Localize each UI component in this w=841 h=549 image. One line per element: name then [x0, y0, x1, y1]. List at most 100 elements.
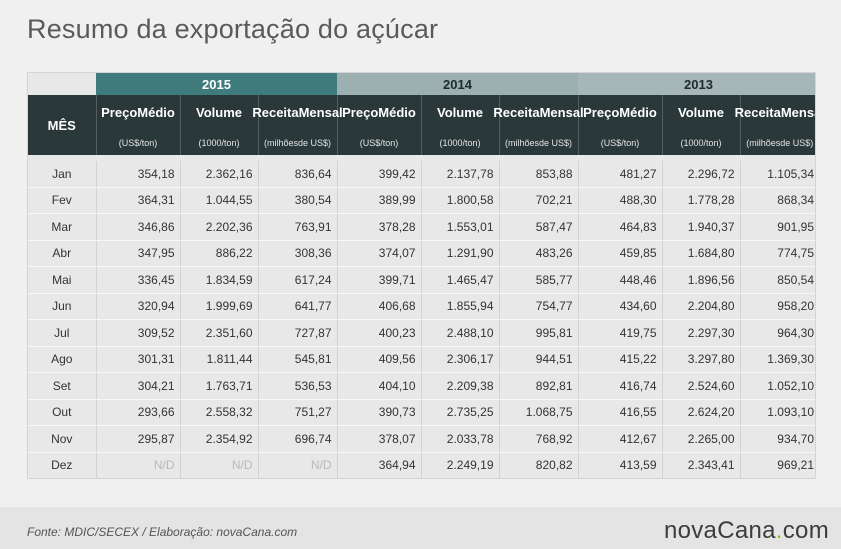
value-cell: 1.855,94 — [420, 293, 499, 320]
footer: Fonte: MDIC/SECEX / Elaboração: novaCana… — [0, 507, 841, 549]
value-cell: 364,31 — [95, 187, 180, 214]
value-cell: 754,77 — [498, 293, 578, 320]
column-label-line2: Mensal — [539, 105, 584, 120]
value-cell: 1.940,37 — [661, 213, 740, 241]
column-label-line2: Mensal — [780, 105, 815, 120]
value-cell: 545,81 — [257, 346, 337, 373]
value-cell: 2.249,19 — [420, 452, 499, 478]
column-header-preco-medio-2014: Preço Médio (US$/ton) — [336, 95, 421, 155]
value-cell: 347,95 — [95, 240, 180, 267]
value-cell: N/D — [179, 452, 258, 478]
value-cell: 774,75 — [739, 240, 815, 267]
value-cell: 587,47 — [498, 213, 578, 241]
column-unit: (milhões de US$) — [259, 131, 337, 155]
value-cell: 1.763,71 — [179, 372, 258, 400]
year-header-blank — [28, 73, 96, 95]
value-cell: 412,67 — [577, 425, 662, 453]
value-cell: 585,77 — [498, 266, 578, 294]
column-unit: (US$/ton) — [338, 131, 421, 155]
table-row: Set 304,21 1.763,71 536,53 404,10 2.209,38 892… — [28, 372, 815, 400]
column-unit: (1000/ton) — [663, 131, 740, 155]
value-cell: 2.362,16 — [179, 161, 258, 188]
month-cell: Dez — [28, 452, 96, 478]
value-cell: 2.137,78 — [420, 161, 499, 188]
value-cell: 2.297,30 — [661, 319, 740, 347]
value-cell: 2.624,20 — [661, 399, 740, 426]
column-unit: (US$/ton) — [579, 131, 662, 155]
value-cell: 390,73 — [336, 399, 421, 426]
source-note: Fonte: MDIC/SECEX / Elaboração: novaCana… — [27, 525, 298, 539]
column-label-line2: Médio — [619, 105, 657, 120]
value-cell: 958,20 — [739, 293, 815, 320]
value-cell: 400,23 — [336, 319, 421, 347]
value-cell: 413,59 — [577, 452, 662, 478]
column-header-volume-2015: Volume (1000/ton) — [179, 95, 258, 155]
year-header-2013: 2013 — [578, 73, 815, 95]
value-cell: 751,27 — [257, 399, 337, 426]
novacana-logo: novaCana.com — [664, 517, 829, 545]
value-cell: 346,86 — [95, 213, 180, 241]
value-cell: 1.105,34 — [739, 161, 815, 188]
value-cell: 2.204,80 — [661, 293, 740, 320]
value-cell: 1.778,28 — [661, 187, 740, 214]
column-label: Preço Médio — [97, 95, 180, 131]
value-cell: 336,45 — [95, 266, 180, 294]
table-row: Jan 354,18 2.362,16 836,64 399,42 2.137,78 853… — [28, 161, 815, 188]
month-cell: Out — [28, 399, 96, 426]
value-cell: 763,91 — [257, 213, 337, 241]
export-summary-table: 2015 2014 2013 MÊS Preço Médio (US$/ton) Vo… — [27, 72, 816, 479]
value-cell: 1.684,80 — [661, 240, 740, 267]
value-cell: 944,51 — [498, 346, 578, 373]
year-header-2014: 2014 — [337, 73, 578, 95]
value-cell: 2.296,72 — [661, 161, 740, 188]
value-cell: 934,70 — [739, 425, 815, 453]
value-cell: 409,56 — [336, 346, 421, 373]
value-cell: 364,94 — [336, 452, 421, 478]
value-cell: 378,07 — [336, 425, 421, 453]
month-cell: Set — [28, 372, 96, 400]
column-label-line2: Mensal — [298, 105, 343, 120]
value-cell: 536,53 — [257, 372, 337, 400]
value-cell: 696,74 — [257, 425, 337, 453]
value-cell: 2.351,60 — [179, 319, 258, 347]
month-cell: Mai — [28, 266, 96, 294]
value-cell: 853,88 — [498, 161, 578, 188]
value-cell: N/D — [95, 452, 180, 478]
table-row: Ago 301,31 1.811,44 545,81 409,56 2.306,17 944… — [28, 346, 815, 373]
value-cell: 404,10 — [336, 372, 421, 400]
value-cell: N/D — [257, 452, 337, 478]
table-row: Jun 320,94 1.999,69 641,77 406,68 1.855,94 754… — [28, 293, 815, 320]
column-unit-line1: (US$/ton) — [118, 137, 158, 148]
column-unit-line1: (milhões — [746, 137, 781, 148]
value-cell: 768,92 — [498, 425, 578, 453]
column-label: Volume — [663, 95, 740, 131]
column-unit-line1: (1000/ton) — [680, 137, 722, 148]
column-unit-line1: (milhões — [504, 137, 539, 148]
value-cell: 2.488,10 — [420, 319, 499, 347]
column-header-receita-mensal-2015: Receita Mensal (milhões de US$) — [252, 95, 343, 155]
column-label-line1: Receita — [734, 105, 781, 120]
value-cell: 2.033,78 — [420, 425, 499, 453]
month-column-header: MÊS — [28, 95, 96, 155]
month-cell: Jun — [28, 293, 96, 320]
month-cell: Abr — [28, 240, 96, 267]
column-unit: (milhões de US$) — [500, 131, 578, 155]
value-cell: 293,66 — [95, 399, 180, 426]
month-cell: Mar — [28, 213, 96, 241]
page-title: Resumo da exportação do açúcar — [27, 14, 439, 44]
value-cell: 308,36 — [257, 240, 337, 267]
column-label: Volume — [181, 95, 258, 131]
value-cell: 483,26 — [498, 240, 578, 267]
value-cell: 1.044,55 — [179, 187, 258, 214]
table-row: Abr 347,95 886,22 308,36 374,07 1.291,90 483,2… — [28, 240, 815, 267]
table-row: Mar 346,86 2.202,36 763,91 378,28 1.553,01 587… — [28, 213, 815, 241]
value-cell: 2.209,38 — [420, 372, 499, 400]
value-cell: 481,27 — [577, 161, 662, 188]
value-cell: 1.068,75 — [498, 399, 578, 426]
column-label-line1: Preço — [101, 105, 138, 120]
value-cell: 617,24 — [257, 266, 337, 294]
value-cell: 901,95 — [739, 213, 815, 241]
value-cell: 2.735,25 — [420, 399, 499, 426]
